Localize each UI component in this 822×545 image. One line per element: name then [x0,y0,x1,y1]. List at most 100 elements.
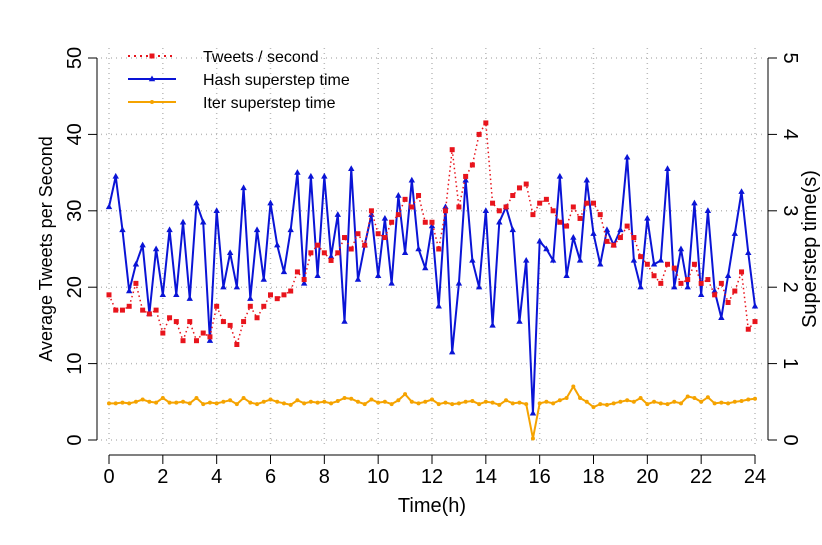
point [133,399,138,404]
point [160,330,166,336]
x-tick-label: 20 [636,466,658,488]
point [476,131,482,137]
legend-marker [148,75,156,82]
point [221,399,226,404]
point [677,245,685,252]
point [658,401,663,406]
point [308,250,314,256]
point [463,173,469,179]
point [551,401,556,406]
point [402,196,408,202]
point [712,292,718,298]
point [698,280,704,286]
y2-tick-label: 4 [779,129,801,140]
point [261,399,266,404]
point [685,277,691,283]
point [233,283,241,290]
point [597,260,604,267]
point [509,226,516,233]
point [341,318,348,324]
point [705,277,711,283]
point [240,184,247,191]
point [618,399,623,404]
point [678,280,684,286]
point [416,193,422,199]
point [125,287,133,294]
point [530,212,536,218]
point [557,219,563,225]
point [450,402,455,407]
point [685,394,690,399]
point [248,400,253,405]
point [268,397,273,402]
point [275,399,280,404]
point [113,401,118,406]
point [186,295,193,301]
x-tick-label: 6 [265,466,276,488]
point [490,200,496,206]
point [220,283,227,290]
point [395,212,401,218]
point [322,399,327,404]
point [456,204,462,210]
y2-tick-label: 1 [779,358,801,369]
point [630,256,638,263]
point [442,208,448,214]
point [719,400,724,405]
point [617,235,623,241]
point [159,291,167,298]
point [604,402,609,407]
legend-label: Hash superstep time [203,72,350,89]
point [274,241,281,248]
point [241,319,247,325]
point [241,395,246,400]
point [206,337,214,343]
point [658,280,664,286]
legend-label: Iter superstep time [203,95,336,112]
point [214,401,219,406]
point [570,204,576,210]
point [260,276,267,282]
point [388,279,395,286]
point [247,295,254,301]
x-tick-label: 16 [529,466,551,488]
point [469,162,475,168]
point [187,319,193,325]
x-tick-label: 8 [319,466,330,488]
point [193,338,199,344]
point [477,402,482,407]
point [652,399,657,404]
point [732,399,737,404]
point [174,400,179,405]
point [133,280,139,286]
point [469,256,476,263]
point [314,272,321,278]
point [234,342,240,347]
y-axis-label: Average Tweets per Second [36,136,56,361]
point [181,399,186,404]
point [644,214,651,221]
point [430,397,434,402]
point [389,402,394,407]
point [712,401,717,406]
point [672,399,677,404]
point [261,303,267,309]
point [436,246,442,252]
point [631,235,637,241]
point [490,400,495,405]
point [604,238,610,244]
point [751,302,759,309]
point [268,292,273,298]
point [193,199,200,206]
point [651,273,657,279]
point [429,219,435,225]
point [550,208,556,214]
point [584,399,589,404]
point [355,231,361,237]
point [375,231,381,237]
point [489,321,496,328]
point [463,399,468,404]
legend-label: Tweets / second [203,49,319,66]
point [200,218,207,225]
